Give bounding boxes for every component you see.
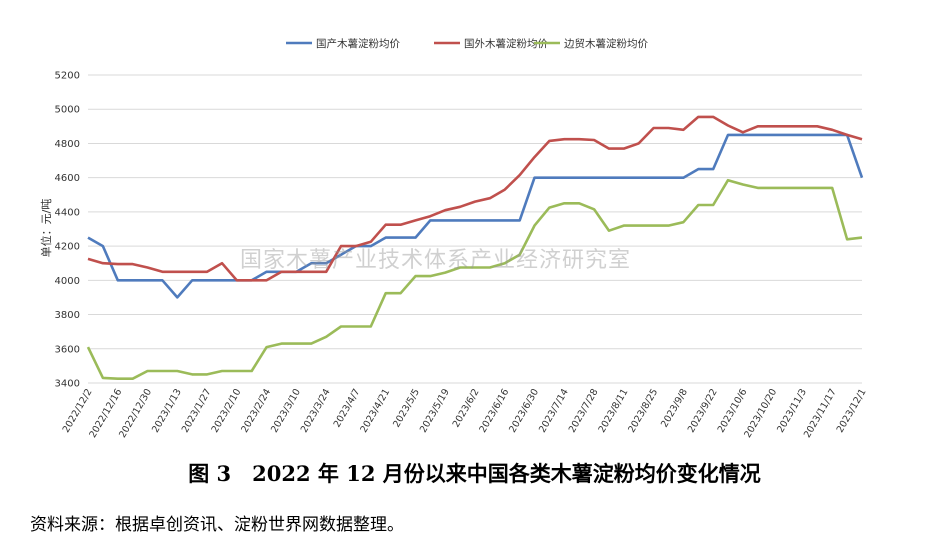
y-tick-label: 4400 — [55, 207, 80, 218]
legend: 国产木薯淀粉均价 国外木薯淀粉均价 边贸木薯淀粉均价 — [286, 37, 648, 50]
x-tick-label: 2023/12/1 — [835, 387, 869, 435]
y-tick-label: 4000 — [55, 276, 80, 287]
x-tick-label: 2023/1/13 — [150, 387, 184, 435]
x-tick-label: 2023/8/11 — [597, 387, 631, 435]
figure-caption: 图 3 2022 年 12 月份以来中国各类木薯淀粉均价变化情况 — [188, 461, 761, 486]
x-tick-label: 2023/7/28 — [567, 387, 601, 435]
x-tick-label: 2023/6/2 — [451, 387, 482, 429]
y-axis-label: 单位：元/吨 — [39, 199, 53, 258]
series-line-2 — [86, 178, 863, 381]
x-tick-label: 2023/3/10 — [269, 387, 303, 435]
legend-entry: 国产木薯淀粉均价 — [316, 37, 400, 50]
x-tick-label: 2023/9/8 — [659, 387, 690, 429]
x-tick-label: 2023/7/14 — [537, 387, 571, 435]
data-source-note: 资料来源：根据卓创资讯、淀粉世界网数据整理。 — [30, 515, 404, 535]
y-axis-ticks: 3400 3600 3800 4000 4200 4400 4600 4800 5000 5200 — [55, 71, 80, 390]
x-tick-label: 2022/12/2 — [61, 387, 95, 435]
x-tick-label: 2023/8/25 — [626, 387, 660, 435]
x-tick-label: 2023/10/6 — [716, 387, 750, 435]
y-tick-label: 4600 — [55, 173, 80, 184]
series-lines — [86, 115, 864, 381]
x-tick-label: 2023/6/30 — [507, 387, 541, 435]
y-tick-label: 4200 — [55, 242, 80, 253]
watermark: 国家木薯产业技术体系产业经济研究室 — [240, 248, 632, 273]
x-tick-label: 2023/11/3 — [775, 387, 809, 435]
series-line-0 — [87, 133, 864, 299]
x-tick-label: 2023/4/7 — [332, 387, 363, 429]
x-tick-label: 2023/5/19 — [418, 387, 452, 435]
y-tick-label: 5000 — [55, 105, 80, 116]
x-tick-label: 2023/9/22 — [686, 387, 720, 435]
x-tick-label: 2023/4/21 — [358, 387, 392, 435]
y-tick-label: 3800 — [55, 310, 80, 321]
x-tick-label: 2023/6/16 — [477, 387, 511, 435]
y-tick-label: 5200 — [55, 71, 80, 82]
x-tick-label: 2023/2/24 — [239, 387, 273, 435]
y-tick-label: 3400 — [55, 379, 80, 390]
x-tick-label: 2023/2/10 — [210, 387, 244, 435]
y-tick-label: 3600 — [55, 344, 80, 355]
x-axis-ticks: 2022/12/22022/12/162022/12/302023/1/1320… — [61, 387, 869, 440]
line-chart: 3400 3600 3800 4000 4200 4400 4600 4800 5000 5200… — [39, 37, 869, 440]
x-tick-label: 2023/3/24 — [299, 387, 333, 435]
x-tick-label: 2023/1/27 — [180, 387, 214, 435]
legend-entry: 国外木薯淀粉均价 — [464, 37, 548, 50]
grid-lines — [88, 74, 862, 384]
series-line-1 — [87, 115, 863, 282]
y-tick-label: 4800 — [55, 139, 80, 150]
x-tick-label: 2023/5/5 — [391, 387, 422, 429]
legend-entry: 边贸木薯淀粉均价 — [564, 37, 648, 50]
